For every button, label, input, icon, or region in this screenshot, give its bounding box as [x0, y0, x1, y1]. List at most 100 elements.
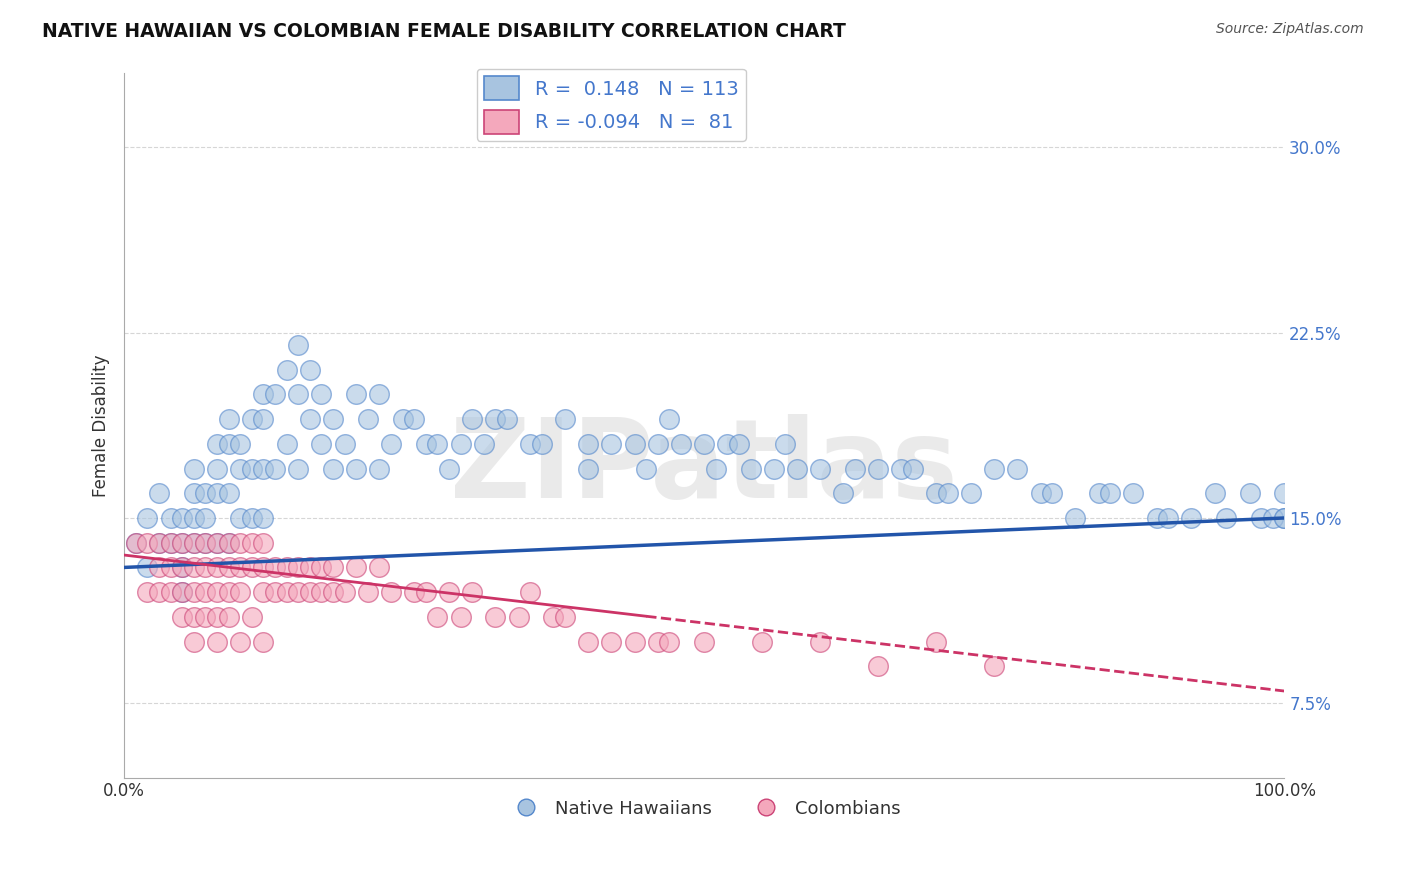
Point [1272, 511, 1295, 525]
Point [229, 461, 252, 475]
Point [554, 610, 576, 624]
Point [415, 585, 437, 599]
Point [1261, 511, 1284, 525]
Point [623, 437, 645, 451]
Point [333, 437, 356, 451]
Point [229, 560, 252, 574]
Point [194, 511, 217, 525]
Point [136, 560, 159, 574]
Point [762, 461, 785, 475]
Point [159, 560, 181, 574]
Point [404, 585, 426, 599]
Point [925, 486, 948, 500]
Point [693, 437, 716, 451]
Point [1250, 511, 1272, 525]
Point [1099, 486, 1122, 500]
Point [218, 535, 240, 549]
Point [426, 610, 449, 624]
Point [264, 560, 287, 574]
Point [786, 461, 808, 475]
Y-axis label: Female Disability: Female Disability [93, 354, 110, 497]
Point [519, 585, 541, 599]
Point [600, 437, 623, 451]
Point [276, 560, 298, 574]
Point [240, 461, 263, 475]
Point [287, 387, 309, 401]
Point [496, 412, 519, 426]
Point [461, 585, 484, 599]
Point [252, 511, 274, 525]
Point [159, 535, 181, 549]
Point [276, 362, 298, 376]
Point [125, 535, 148, 549]
Point [1215, 511, 1237, 525]
Point [391, 412, 413, 426]
Point [205, 585, 228, 599]
Point [159, 511, 181, 525]
Point [136, 585, 159, 599]
Point [450, 610, 472, 624]
Point [148, 535, 170, 549]
Point [218, 585, 240, 599]
Point [298, 412, 321, 426]
Point [808, 461, 831, 475]
Point [229, 634, 252, 648]
Point [380, 585, 402, 599]
Point [194, 585, 217, 599]
Point [775, 437, 797, 451]
Text: ZIPatlas: ZIPatlas [450, 414, 957, 521]
Point [311, 437, 333, 451]
Point [1180, 511, 1202, 525]
Point [229, 511, 252, 525]
Point [148, 486, 170, 500]
Point [218, 437, 240, 451]
Point [530, 437, 553, 451]
Point [658, 412, 681, 426]
Point [205, 535, 228, 549]
Point [450, 437, 472, 451]
Point [183, 634, 205, 648]
Text: Source: ZipAtlas.com: Source: ZipAtlas.com [1216, 22, 1364, 37]
Point [344, 560, 367, 574]
Point [322, 585, 344, 599]
Point [890, 461, 912, 475]
Point [240, 610, 263, 624]
Point [740, 461, 762, 475]
Point [484, 412, 506, 426]
Point [136, 535, 159, 549]
Point [426, 437, 449, 451]
Point [936, 486, 959, 500]
Point [298, 560, 321, 574]
Point [183, 585, 205, 599]
Point [576, 461, 599, 475]
Point [264, 387, 287, 401]
Point [240, 511, 263, 525]
Point [554, 412, 576, 426]
Point [287, 585, 309, 599]
Point [925, 634, 948, 648]
Point [252, 461, 274, 475]
Point [1146, 511, 1168, 525]
Point [344, 461, 367, 475]
Point [287, 461, 309, 475]
Point [623, 634, 645, 648]
Point [636, 461, 658, 475]
Point [344, 387, 367, 401]
Point [148, 560, 170, 574]
Point [252, 560, 274, 574]
Point [229, 585, 252, 599]
Point [218, 610, 240, 624]
Point [716, 437, 738, 451]
Point [322, 412, 344, 426]
Point [437, 461, 460, 475]
Point [333, 585, 356, 599]
Point [298, 585, 321, 599]
Point [205, 560, 228, 574]
Point [1122, 486, 1144, 500]
Point [322, 560, 344, 574]
Point [461, 412, 484, 426]
Point [311, 560, 333, 574]
Point [183, 560, 205, 574]
Point [484, 610, 506, 624]
Point [183, 535, 205, 549]
